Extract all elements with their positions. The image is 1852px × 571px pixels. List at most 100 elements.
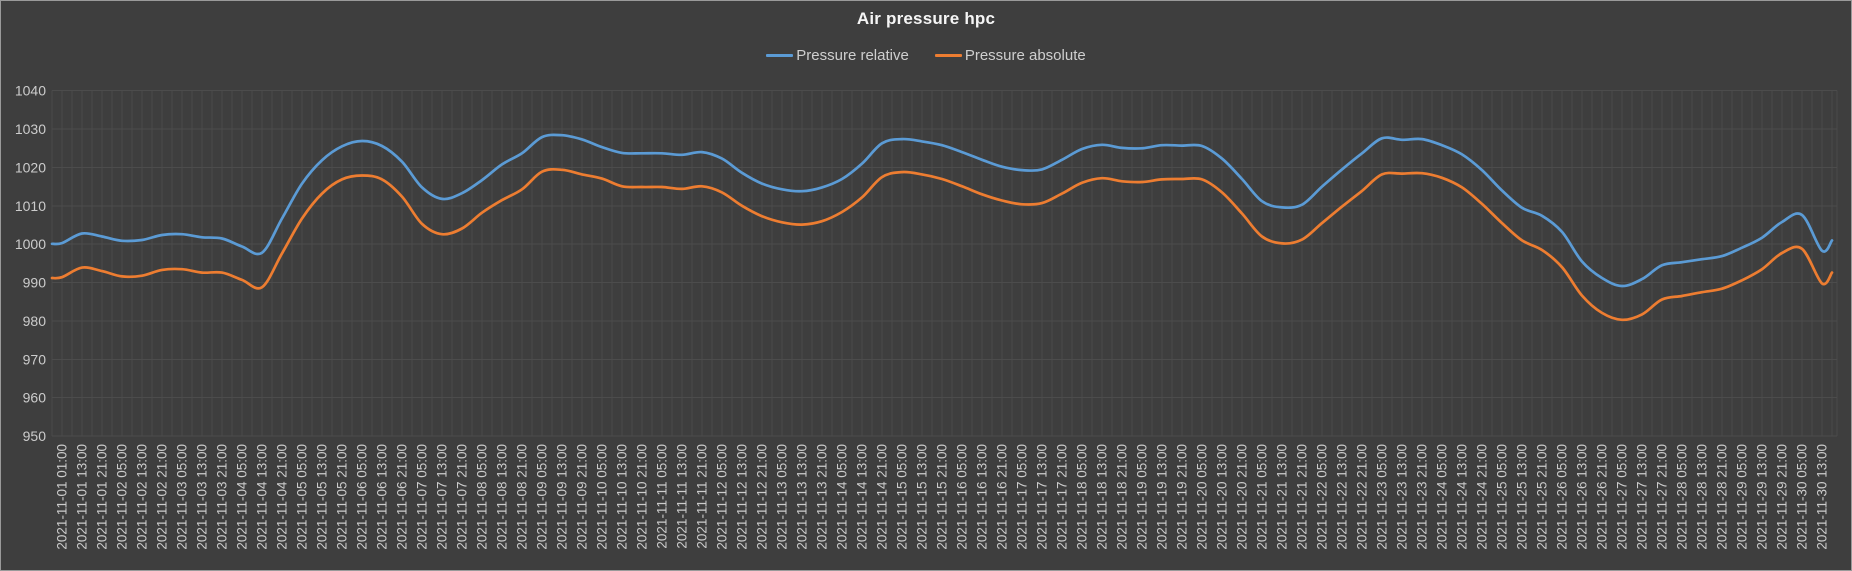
x-tick-label: 2021-11-24 13:00 — [1455, 444, 1470, 550]
x-tick-label: 2021-11-22 13:00 — [1335, 444, 1350, 550]
x-tick-label: 2021-11-02 21:00 — [155, 444, 170, 550]
x-tick-label: 2021-11-09 13:00 — [555, 444, 570, 550]
x-tick-label: 2021-11-21 05:00 — [1255, 444, 1270, 550]
x-tick-label: 2021-11-27 05:00 — [1615, 444, 1630, 550]
chart-title: Air pressure hpc — [856, 9, 996, 28]
y-gridlines — [52, 90, 1837, 437]
x-tick-label: 2021-11-18 21:00 — [1115, 444, 1130, 550]
x-tick-label: 2021-11-19 13:00 — [1155, 444, 1170, 550]
legend-item-pressure-absolute[interactable]: Pressure absolute — [934, 46, 1086, 64]
x-tick-label: 2021-11-03 21:00 — [215, 444, 230, 550]
x-tick-label: 2021-11-20 05:00 — [1195, 444, 1210, 550]
x-tick-label: 2021-11-01 21:00 — [95, 444, 110, 550]
x-tick-label: 2021-11-21 21:00 — [1295, 444, 1310, 550]
x-tick-label: 2021-11-17 05:00 — [1015, 444, 1030, 550]
legend-line-marker-orange — [934, 53, 962, 57]
x-tick-label: 2021-11-12 05:00 — [715, 444, 730, 550]
x-axis-labels: 2021-11-01 01:00 2021-11-01 13:00 2021-11-… — [55, 444, 1830, 550]
x-tick-label: 2021-11-17 13:00 — [1035, 444, 1050, 550]
x-tick-label: 2021-11-14 21:00 — [875, 444, 890, 550]
series-line-pressure-relative — [50, 133, 1834, 288]
x-tick-label: 2021-11-11 21:00 — [695, 444, 710, 549]
x-tick-label: 2021-11-08 13:00 — [495, 444, 510, 550]
x-tick-label: 2021-11-06 13:00 — [375, 444, 390, 550]
x-tick-label: 2021-11-30 05:00 — [1795, 444, 1810, 550]
legend-label: Pressure absolute — [964, 46, 1086, 64]
x-tick-label: 2021-11-05 13:00 — [315, 444, 330, 550]
x-tick-label: 2021-11-04 21:00 — [275, 444, 290, 550]
x-tick-label: 2021-11-08 05:00 — [475, 444, 490, 550]
x-tick-label: 2021-11-07 13:00 — [435, 444, 450, 550]
x-tick-label: 2021-11-11 13:00 — [675, 444, 690, 549]
x-tick-label: 2021-11-06 21:00 — [395, 444, 410, 550]
x-tick-label: 2021-11-09 21:00 — [575, 444, 590, 550]
x-tick-label: 2021-11-09 05:00 — [535, 444, 550, 550]
x-tick-label: 2021-11-14 05:00 — [835, 444, 850, 550]
x-tick-label: 2021-11-02 05:00 — [115, 444, 130, 550]
x-tick-label: 2021-11-12 21:00 — [755, 444, 770, 550]
y-tick-label: 950 — [23, 428, 47, 444]
legend-item-pressure-relative[interactable]: Pressure relative — [766, 47, 909, 64]
y-axis-labels: 950 960 970 980 990 1000 1010 1020 1030 1040 — [15, 83, 46, 444]
x-tick-label: 2021-11-13 21:00 — [815, 444, 830, 550]
y-tick-label: 990 — [23, 275, 47, 291]
x-tick-label: 2021-11-23 05:00 — [1375, 444, 1390, 550]
x-tick-label: 2021-11-10 21:00 — [635, 444, 650, 550]
x-tick-label: 2021-11-04 13:00 — [255, 444, 270, 550]
legend-label: Pressure relative — [796, 46, 909, 64]
x-tick-label: 2021-11-03 05:00 — [175, 444, 190, 550]
x-tick-label: 2021-11-25 05:00 — [1495, 444, 1510, 550]
x-tick-label: 2021-11-05 05:00 — [295, 444, 310, 550]
y-tick-label: 1020 — [15, 159, 46, 175]
x-tick-label: 2021-11-13 05:00 — [775, 444, 790, 550]
x-tick-label: 2021-11-26 13:00 — [1575, 444, 1590, 550]
y-tick-label: 960 — [23, 390, 47, 406]
x-tick-label: 2021-11-18 13:00 — [1095, 444, 1110, 550]
x-tick-label: 2021-11-29 05:00 — [1735, 444, 1750, 550]
x-tick-label: 2021-11-24 05:00 — [1435, 444, 1450, 550]
x-tick-label: 2021-11-03 13:00 — [195, 444, 210, 550]
x-tick-label: 2021-11-22 05:00 — [1315, 444, 1330, 550]
x-tick-label: 2021-11-14 13:00 — [855, 444, 870, 550]
x-tick-label: 2021-11-27 13:00 — [1635, 444, 1650, 550]
x-tick-label: 2021-11-07 05:00 — [415, 444, 430, 550]
x-tick-label: 2021-11-10 05:00 — [595, 444, 610, 550]
x-tick-label: 2021-11-10 13:00 — [615, 444, 630, 550]
x-tick-label: 2021-11-15 13:00 — [915, 444, 930, 550]
x-tick-label: 2021-11-07 21:00 — [455, 444, 470, 550]
x-tick-label: 2021-11-26 05:00 — [1555, 444, 1570, 550]
x-tick-label: 2021-11-19 21:00 — [1175, 444, 1190, 550]
x-tick-label: 2021-11-17 21:00 — [1055, 444, 1070, 550]
y-tick-label: 1030 — [15, 121, 46, 137]
x-tick-label: 2021-11-19 05:00 — [1135, 444, 1150, 550]
x-tick-label: 2021-11-06 05:00 — [355, 444, 370, 550]
x-tick-label: 2021-11-02 13:00 — [135, 444, 150, 550]
x-tick-label: 2021-11-15 21:00 — [935, 444, 950, 550]
x-tick-label: 2021-11-24 21:00 — [1475, 444, 1490, 550]
x-tick-label: 2021-11-11 05:00 — [655, 444, 670, 549]
x-tick-label: 2021-11-05 21:00 — [335, 444, 350, 550]
x-gridlines — [51, 90, 1838, 437]
x-tick-label: 2021-11-20 13:00 — [1215, 444, 1230, 550]
x-tick-label: 2021-11-20 21:00 — [1235, 444, 1250, 550]
y-tick-label: 970 — [23, 351, 47, 367]
y-tick-label: 980 — [23, 313, 47, 329]
x-tick-label: 2021-11-29 21:00 — [1775, 444, 1790, 550]
x-tick-label: 2021-11-12 13:00 — [735, 444, 750, 550]
x-tick-label: 2021-11-28 13:00 — [1695, 444, 1710, 550]
y-tick-label: 1010 — [15, 198, 46, 214]
x-tick-label: 2021-11-30 13:00 — [1815, 444, 1830, 550]
x-tick-label: 2021-11-04 05:00 — [235, 444, 250, 550]
x-tick-label: 2021-11-08 21:00 — [515, 444, 530, 550]
y-tick-label: 1000 — [15, 236, 46, 252]
x-tick-label: 2021-11-23 21:00 — [1415, 444, 1430, 550]
x-tick-label: 2021-11-16 21:00 — [995, 444, 1010, 550]
x-tick-label: 2021-11-22 21:00 — [1355, 444, 1370, 550]
x-tick-label: 2021-11-25 13:00 — [1515, 444, 1530, 550]
legend-line-marker-blue — [766, 53, 794, 57]
x-tick-label: 2021-11-28 05:00 — [1675, 444, 1690, 550]
x-tick-label: 2021-11-28 21:00 — [1715, 444, 1730, 550]
x-tick-label: 2021-11-15 05:00 — [895, 444, 910, 550]
